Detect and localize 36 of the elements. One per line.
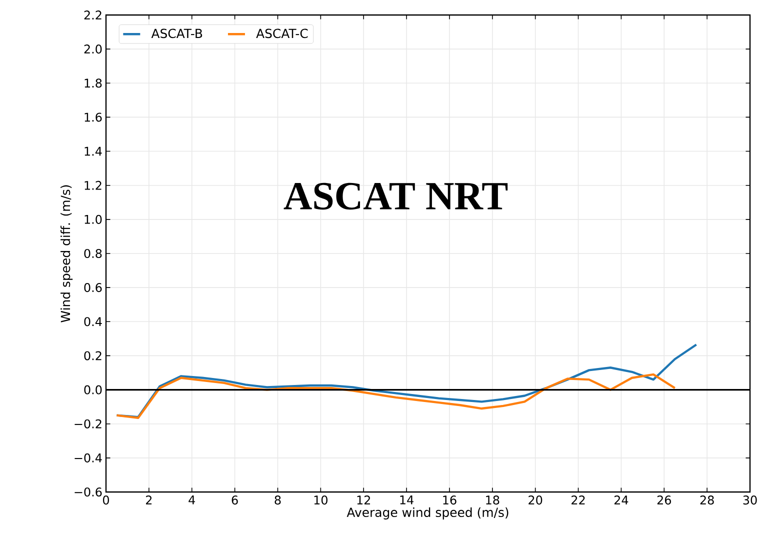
y-axis-title: Wind speed diff. (m/s)	[60, 185, 73, 322]
x-tick-label: 12	[357, 496, 370, 504]
x-tick-label: 20	[528, 496, 542, 505]
y-tick-label: −0.2	[74, 419, 102, 428]
x-tick-label: 18	[486, 496, 500, 505]
y-tick-label: 0.8	[84, 248, 102, 258]
y-tick-label: 0.6	[84, 283, 102, 292]
x-tick-label: 14	[400, 496, 414, 504]
y-tick-label: 1.6	[84, 112, 102, 122]
y-tick-label: −0.4	[74, 453, 102, 462]
y-tick-label: 1.4	[84, 146, 102, 156]
x-tick-label: 26	[657, 496, 671, 505]
legend-label: ASCAT-B	[151, 28, 202, 38]
y-tick-label: 0.4	[84, 317, 102, 326]
y-tick-label: 0.0	[84, 385, 102, 394]
x-tick-label: 28	[700, 496, 714, 505]
annotation: ASCAT NRT	[284, 182, 508, 210]
x-tick-label: 6	[232, 496, 238, 505]
x-tick-label: 22	[572, 496, 585, 504]
y-tick-label: 1.2	[84, 180, 102, 190]
legend-label: ASCAT-C	[256, 28, 308, 38]
y-tick-label: 0.2	[84, 351, 102, 360]
x-tick-label: 0	[102, 496, 110, 505]
x-tick-label: 8	[274, 496, 281, 505]
y-tick-label: 1.0	[84, 214, 102, 224]
x-tick-label: 2	[146, 496, 152, 504]
y-tick-label: 1.8	[84, 78, 102, 88]
x-tick-label: 16	[443, 496, 456, 505]
y-tick-label: 2.0	[84, 44, 102, 54]
y-tick-label: −0.6	[74, 487, 102, 497]
x-tick-label: 10	[314, 496, 328, 505]
x-tick-label: 30	[743, 496, 757, 505]
x-tick-label: 4	[188, 496, 196, 504]
y-tick-label: 2.2	[84, 10, 102, 20]
x-tick-label: 24	[614, 496, 628, 504]
x-axis-title: Average wind speed (m/s)	[346, 507, 508, 520]
